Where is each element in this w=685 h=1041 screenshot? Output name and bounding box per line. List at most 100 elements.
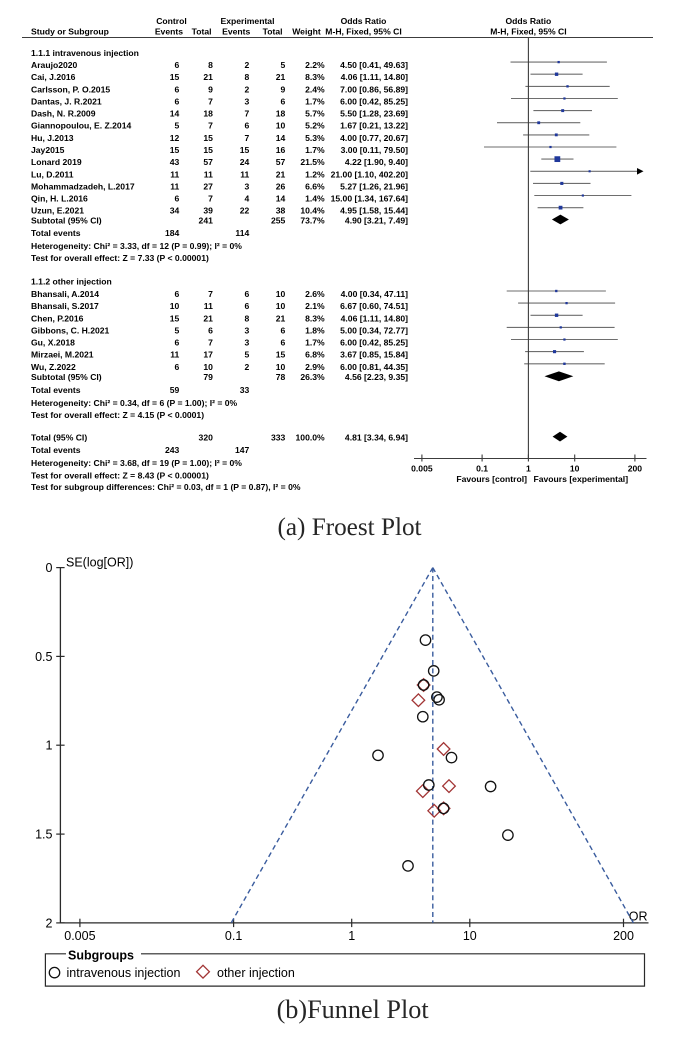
- svg-text:Mirzaei, M.2021: Mirzaei, M.2021: [31, 350, 94, 360]
- svg-text:4.00 [0.34, 47.11]: 4.00 [0.34, 47.11]: [341, 289, 409, 299]
- svg-text:4.06 [1.11, 14.80]: 4.06 [1.11, 14.80]: [341, 313, 409, 323]
- svg-text:7: 7: [245, 109, 250, 119]
- svg-text:59: 59: [170, 385, 180, 395]
- svg-text:5.7%: 5.7%: [305, 109, 325, 119]
- svg-text:Subgroups: Subgroups: [68, 949, 134, 963]
- svg-text:Araujo2020: Araujo2020: [31, 60, 78, 70]
- svg-text:10: 10: [276, 289, 286, 299]
- svg-text:6: 6: [245, 289, 250, 299]
- svg-text:4.90 [3.21, 7.49]: 4.90 [3.21, 7.49]: [345, 215, 408, 225]
- svg-text:5.50 [1.28, 23.69]: 5.50 [1.28, 23.69]: [340, 109, 408, 119]
- svg-text:114: 114: [235, 228, 249, 238]
- svg-text:Mohammadzadeh, L.2017: Mohammadzadeh, L.2017: [31, 181, 135, 191]
- svg-text:Bhansali, A.2014: Bhansali, A.2014: [31, 289, 99, 299]
- svg-text:Favours [experimental]: Favours [experimental]: [534, 474, 629, 484]
- svg-text:Heterogeneity: Chi² = 0.34, df: Heterogeneity: Chi² = 0.34, df = 6 (P = …: [31, 398, 238, 408]
- svg-text:4.81 [3.34, 6.94]: 4.81 [3.34, 6.94]: [345, 433, 408, 443]
- svg-text:10: 10: [203, 362, 213, 372]
- svg-text:8.3%: 8.3%: [305, 313, 325, 323]
- svg-text:Hu, J.2013: Hu, J.2013: [31, 133, 74, 143]
- svg-text:3.00 [0.11, 79.50]: 3.00 [0.11, 79.50]: [341, 145, 409, 155]
- svg-text:2.2%: 2.2%: [305, 60, 325, 70]
- svg-text:27: 27: [203, 181, 213, 191]
- svg-text:6.00 [0.42, 85.25]: 6.00 [0.42, 85.25]: [340, 97, 408, 107]
- svg-text:34: 34: [170, 206, 180, 216]
- svg-text:Events: Events: [155, 27, 183, 37]
- svg-text:2.1%: 2.1%: [305, 301, 325, 311]
- svg-text:6.00 [0.42, 85.25]: 6.00 [0.42, 85.25]: [340, 338, 408, 348]
- svg-text:16: 16: [276, 145, 286, 155]
- svg-text:6: 6: [175, 289, 180, 299]
- svg-text:21: 21: [203, 313, 213, 323]
- svg-text:100.0%: 100.0%: [296, 433, 326, 443]
- svg-text:Events: Events: [222, 27, 250, 37]
- svg-text:0.5: 0.5: [35, 650, 52, 664]
- svg-text:21: 21: [276, 313, 286, 323]
- svg-text:15: 15: [203, 133, 213, 143]
- svg-text:73.7%: 73.7%: [300, 215, 325, 225]
- svg-text:1.2%: 1.2%: [305, 169, 325, 179]
- svg-text:18: 18: [203, 109, 213, 119]
- svg-text:Heterogeneity: Chi² = 3.68, df: Heterogeneity: Chi² = 3.68, df = 19 (P =…: [31, 458, 242, 468]
- svg-text:Control: Control: [156, 16, 187, 26]
- svg-text:(b)Funnel Plot: (b)Funnel Plot: [277, 995, 430, 1024]
- svg-text:11: 11: [170, 169, 179, 179]
- svg-text:4.95 [1.58, 15.44]: 4.95 [1.58, 15.44]: [340, 206, 408, 216]
- svg-text:6: 6: [245, 121, 250, 131]
- svg-text:255: 255: [271, 215, 286, 225]
- svg-text:9: 9: [281, 84, 286, 94]
- svg-text:6: 6: [245, 301, 250, 311]
- svg-text:0.1: 0.1: [225, 929, 242, 943]
- svg-text:Total: Total: [192, 27, 212, 37]
- svg-text:11: 11: [204, 169, 213, 179]
- svg-text:Total events: Total events: [31, 445, 81, 455]
- svg-text:22: 22: [240, 206, 250, 216]
- svg-text:7: 7: [245, 133, 250, 143]
- svg-text:8.3%: 8.3%: [305, 72, 325, 82]
- svg-text:57: 57: [203, 157, 213, 167]
- svg-text:79: 79: [203, 372, 213, 382]
- svg-text:6.00 [0.81, 44.35]: 6.00 [0.81, 44.35]: [340, 362, 408, 372]
- svg-text:3: 3: [245, 325, 250, 335]
- svg-text:147: 147: [235, 445, 250, 455]
- svg-text:Test for overall effect: Z = 8: Test for overall effect: Z = 8.43 (P < 0…: [31, 470, 209, 480]
- svg-text:Lonard 2019: Lonard 2019: [31, 157, 82, 167]
- svg-text:Cai, J.2016: Cai, J.2016: [31, 72, 76, 82]
- svg-text:5: 5: [281, 60, 286, 70]
- svg-text:Chen, P.2016: Chen, P.2016: [31, 313, 84, 323]
- svg-text:184: 184: [165, 228, 180, 238]
- svg-text:6: 6: [281, 325, 286, 335]
- svg-text:Uzun, E.2021: Uzun, E.2021: [31, 206, 84, 216]
- svg-text:15.00 [1.34, 167.64]: 15.00 [1.34, 167.64]: [331, 194, 409, 204]
- svg-text:78: 78: [276, 372, 286, 382]
- svg-text:4.06 [1.11, 14.80]: 4.06 [1.11, 14.80]: [341, 72, 409, 82]
- svg-text:1.4%: 1.4%: [305, 194, 325, 204]
- svg-text:15: 15: [276, 350, 286, 360]
- svg-text:15: 15: [170, 145, 180, 155]
- svg-text:Subtotal (95% CI): Subtotal (95% CI): [31, 372, 102, 382]
- svg-text:7: 7: [208, 289, 213, 299]
- svg-text:21.5%: 21.5%: [300, 157, 325, 167]
- svg-text:7: 7: [208, 121, 213, 131]
- svg-text:320: 320: [199, 433, 214, 443]
- svg-text:Giannopoulou, E. Z.2014: Giannopoulou, E. Z.2014: [31, 121, 131, 131]
- svg-text:38: 38: [276, 206, 286, 216]
- svg-text:Study or Subgroup: Study or Subgroup: [31, 27, 109, 37]
- svg-text:Wu, Z.2022: Wu, Z.2022: [31, 362, 76, 372]
- svg-text:243: 243: [165, 445, 180, 455]
- svg-text:5: 5: [245, 350, 250, 360]
- svg-text:17: 17: [203, 350, 213, 360]
- svg-text:10.4%: 10.4%: [300, 206, 325, 216]
- svg-text:7: 7: [208, 97, 213, 107]
- svg-text:11: 11: [204, 301, 213, 311]
- svg-text:21: 21: [276, 169, 286, 179]
- svg-text:14: 14: [276, 133, 286, 143]
- svg-text:4.22 [1.90, 9.40]: 4.22 [1.90, 9.40]: [345, 157, 408, 167]
- svg-text:Bhansali, S.2017: Bhansali, S.2017: [31, 301, 99, 311]
- svg-text:15: 15: [203, 145, 213, 155]
- svg-text:6: 6: [281, 338, 286, 348]
- svg-text:9: 9: [208, 84, 213, 94]
- svg-text:1.7%: 1.7%: [305, 145, 325, 155]
- svg-text:15: 15: [170, 72, 180, 82]
- svg-text:8: 8: [245, 313, 250, 323]
